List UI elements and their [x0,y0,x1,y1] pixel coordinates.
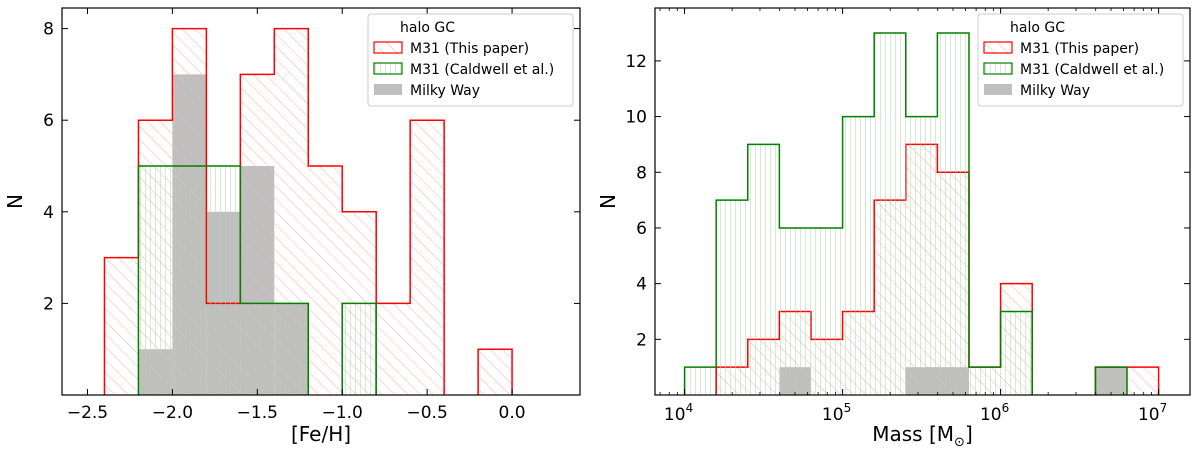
legend-swatch [374,84,402,95]
bar [1095,367,1128,395]
x-tick-label: 106 [980,401,1009,425]
legend-entry-label: M31 (Caldwell et al.) [410,62,554,78]
legend-swatch [983,62,1013,75]
bar [240,303,275,395]
x-tick-label: −2.0 [152,403,193,423]
x-axis-label: Mass [M⊙] [872,422,973,450]
legend-swatch [984,84,1012,95]
y-tick-label: 2 [43,294,54,314]
bar [968,367,1001,395]
bar [716,200,748,395]
bar [104,257,139,395]
bar [842,116,875,395]
y-tick-label: 8 [43,20,54,40]
legend-entry-label: Milky Way [410,83,480,99]
legend: halo GC M31 (This paper) M31 (Caldwell et … [977,13,1184,107]
bar [937,33,969,395]
y-tick-label: 10 [625,108,647,128]
y-tick-label: 8 [636,163,647,183]
bar [874,33,906,395]
bar [747,144,780,395]
step-outline [103,27,445,395]
y-tick-label: 12 [625,52,647,72]
series-m31-caldwell-et-al [683,32,1128,395]
plot-frame [654,7,1191,396]
bar [1000,311,1033,395]
bar [810,227,843,395]
step-outline [683,32,1033,395]
bar [138,166,173,395]
bar [206,166,241,395]
bar [478,349,513,395]
y-tick-label: 6 [636,219,647,239]
legend-entry-label: M31 (This paper) [410,41,529,57]
bar [376,303,411,395]
legend: halo GC M31 (This paper) M31 (Caldwell et … [367,13,574,107]
bar [1127,367,1159,395]
step-outline [1094,366,1128,395]
step-outline [137,165,310,395]
y-axis-label: N [3,194,27,209]
series-m31-caldwell-et-al [137,165,377,395]
plot-frame [61,7,581,396]
x-tick-label: −1.0 [322,403,363,423]
x-tick-label: −2.5 [67,403,108,423]
bar [684,367,717,395]
legend-entry-label: Milky Way [1020,83,1090,99]
legend-box [367,13,574,107]
x-tick-label: 107 [1138,401,1167,425]
y-tick-label: 4 [636,275,647,295]
y-tick-label: 6 [43,111,54,131]
legend-title: halo GC [400,20,455,36]
bar [905,116,938,395]
y-axis-label: N [596,194,620,209]
step-outline [477,348,513,395]
legend-title: halo GC [1010,20,1065,36]
bar [172,166,207,395]
step-outline [341,302,377,395]
legend-entry-label: M31 (Caldwell et al.) [1020,62,1164,78]
bar [342,303,377,395]
legend-swatch [373,62,403,75]
x-tick-label: −1.5 [237,403,278,423]
legend-swatch [373,41,403,54]
legend-swatch [983,41,1013,54]
x-tick-label: 104 [664,401,693,425]
x-tick-label: 105 [822,401,851,425]
y-tick-label: 2 [636,330,647,350]
legend-entry-label: M31 (This paper) [1020,41,1139,57]
x-tick-label: −0.5 [407,403,448,423]
x-axis-label: [Fe/H] [291,422,351,446]
bar [410,120,445,396]
y-tick-label: 4 [43,203,54,223]
legend-box [977,13,1184,107]
bar [308,166,343,395]
x-tick-label: 0.0 [499,403,526,423]
bar [779,227,811,395]
bar [274,303,309,395]
